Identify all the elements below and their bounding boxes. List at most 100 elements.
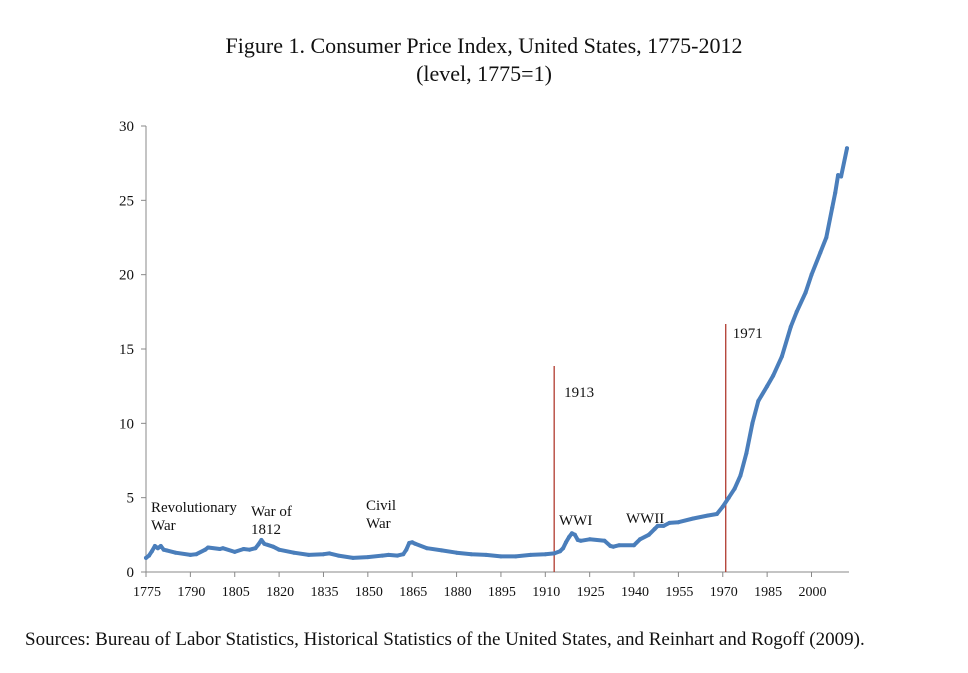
data-point [203, 547, 208, 552]
data-point [738, 473, 743, 478]
x-tick-label: 1970 [710, 585, 738, 600]
x-tick-label: 1985 [754, 585, 782, 600]
data-point [561, 546, 566, 551]
x-tick-label: 1955 [665, 585, 693, 600]
data-point [552, 551, 557, 556]
data-point [425, 546, 429, 551]
x-tick-label: 1805 [222, 585, 250, 600]
y-tick-label: 0 [127, 565, 135, 581]
data-point [188, 552, 193, 557]
annotation-line1: WWI [559, 513, 592, 529]
chart-subtitle: (level, 1775=1) [416, 61, 552, 86]
data-point [259, 538, 264, 542]
data-point [572, 532, 577, 537]
data-point [756, 399, 761, 403]
data-point [158, 544, 163, 548]
data-point [256, 542, 261, 547]
y-tick-label: 5 [127, 491, 135, 507]
chart-axes: 0 5 10 15 20 25 30 1775 1790 1805 1820 1835 1850 1865… [119, 119, 849, 600]
x-tick-label: 1910 [532, 585, 560, 600]
data-point [667, 520, 672, 525]
data-point [578, 538, 583, 543]
x-tick-label: 1925 [577, 585, 605, 600]
annotation-line1: WWII [626, 511, 664, 527]
data-point [714, 512, 719, 516]
data-point [173, 550, 178, 555]
data-point [410, 540, 415, 545]
vline-label: 1971 [733, 326, 763, 342]
data-point [602, 538, 607, 543]
y-tick-label: 15 [119, 342, 134, 358]
data-point [386, 552, 391, 557]
data-point [401, 552, 406, 557]
data-point [194, 552, 199, 557]
vline-label: 1913 [564, 385, 594, 401]
data-point [351, 555, 355, 560]
data-point [655, 523, 660, 528]
series-line [144, 146, 849, 560]
annotation-line2: War [366, 516, 391, 532]
data-point [771, 373, 776, 378]
data-point [575, 538, 580, 542]
data-point [404, 547, 409, 552]
data-point [652, 526, 657, 531]
data-point [484, 552, 489, 557]
data-point [830, 205, 835, 210]
data-point [217, 547, 222, 551]
annotation-line1: Civil [366, 498, 396, 514]
data-point [720, 504, 725, 509]
data-point [327, 551, 332, 556]
data-point [676, 520, 681, 525]
data-point [291, 550, 296, 555]
data-point [147, 553, 151, 558]
data-point [271, 544, 276, 549]
annotation-line2: War [151, 518, 176, 534]
data-point [617, 543, 622, 548]
y-tick-label: 30 [119, 119, 134, 135]
source-note: Sources: Bureau of Labor Statistics, His… [25, 629, 865, 650]
data-point [498, 554, 503, 559]
data-point [564, 540, 568, 545]
y-tick-label: 10 [119, 416, 134, 432]
data-point [567, 535, 571, 540]
data-point [149, 549, 154, 554]
data-point [732, 486, 737, 491]
data-point [469, 552, 474, 557]
data-point [306, 552, 311, 557]
annotation-line1: Revolutionary [151, 500, 237, 516]
data-point [833, 190, 838, 195]
data-point [380, 553, 385, 558]
data-point [277, 547, 282, 552]
data-point [794, 309, 799, 314]
data-point [809, 272, 814, 277]
data-point [788, 324, 793, 329]
series-layer [144, 146, 849, 560]
data-point [247, 547, 252, 552]
data-point [206, 545, 211, 550]
data-point [152, 544, 157, 548]
data-point [646, 532, 651, 537]
data-point [818, 250, 823, 255]
annotations: Revolutionary War War of 1812 Civil War WWI WWI… [151, 498, 664, 538]
reference-lines: 1913 1971 [553, 324, 763, 572]
data-point [413, 541, 418, 546]
data-point [241, 547, 246, 551]
data-point [164, 548, 169, 553]
data-point [750, 421, 755, 426]
data-point [839, 174, 844, 179]
x-tick-label: 1880 [444, 585, 472, 600]
data-point [262, 541, 267, 546]
data-point [395, 553, 400, 558]
data-point [632, 543, 636, 548]
data-point [513, 554, 518, 559]
x-tick-label: 1940 [621, 585, 649, 600]
chart-title: Figure 1. Consumer Price Index, United S… [225, 33, 743, 58]
data-point [232, 549, 237, 554]
data-point [558, 549, 563, 554]
data-point [253, 546, 258, 551]
data-point [439, 548, 444, 553]
data-point [321, 552, 326, 557]
x-tick-label: 1820 [266, 585, 294, 600]
data-point [454, 550, 459, 555]
